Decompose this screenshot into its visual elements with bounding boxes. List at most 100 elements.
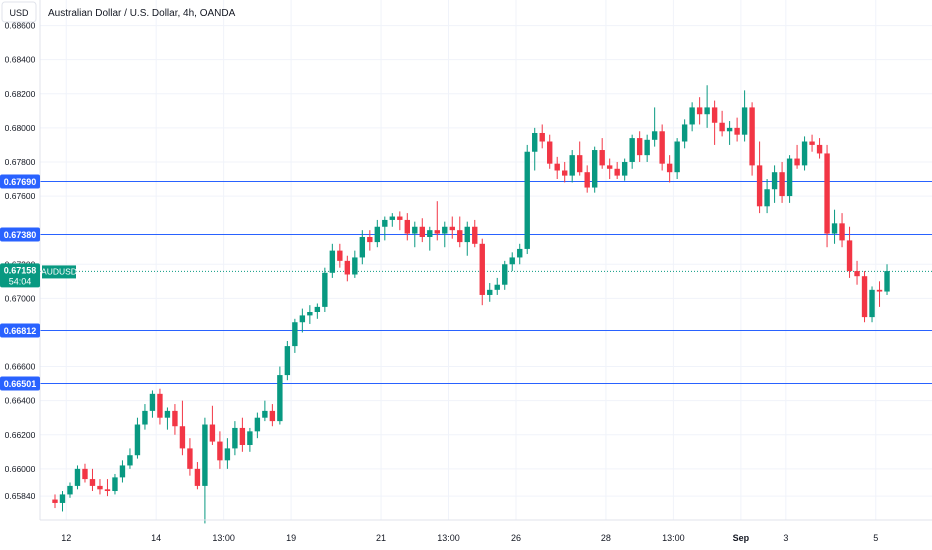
price-axis[interactable]: 0.68600 0.68400 0.68200 0.68000 0.67800 0.676… xyxy=(0,0,41,520)
candle[interactable] xyxy=(367,230,373,251)
candle[interactable] xyxy=(112,473,118,495)
candle[interactable] xyxy=(681,119,688,149)
candle[interactable] xyxy=(644,134,650,162)
candle[interactable] xyxy=(711,100,718,145)
candle[interactable] xyxy=(524,144,530,255)
candle[interactable] xyxy=(539,124,545,149)
candle[interactable] xyxy=(187,438,193,476)
candle[interactable] xyxy=(134,417,141,459)
candle[interactable] xyxy=(517,243,523,265)
candle[interactable] xyxy=(854,260,860,285)
time-axis[interactable]: 12 14 13:00 19 21 13:00 26 28 13:00 Sep 3 5 xyxy=(40,519,932,543)
candle[interactable] xyxy=(547,134,553,169)
candle[interactable] xyxy=(876,281,883,307)
candle[interactable] xyxy=(254,412,261,439)
candle[interactable] xyxy=(689,102,695,132)
candle[interactable] xyxy=(696,97,703,125)
candle[interactable] xyxy=(846,226,853,278)
candle[interactable] xyxy=(599,138,605,169)
candle[interactable] xyxy=(277,366,283,425)
candle[interactable] xyxy=(82,463,88,483)
candle[interactable] xyxy=(779,161,785,203)
candle[interactable] xyxy=(786,155,793,203)
candle[interactable] xyxy=(651,107,658,147)
candle[interactable] xyxy=(831,209,838,244)
currency-button-box[interactable] xyxy=(1,1,37,23)
candle[interactable] xyxy=(149,390,156,418)
candle[interactable] xyxy=(172,404,178,435)
candle[interactable] xyxy=(67,482,73,498)
candle[interactable] xyxy=(749,102,755,176)
candle[interactable] xyxy=(741,90,748,142)
currency-button[interactable]: USD xyxy=(1,1,37,23)
candle[interactable] xyxy=(509,252,515,272)
candle[interactable] xyxy=(179,400,186,456)
candle[interactable] xyxy=(419,218,425,243)
candle[interactable] xyxy=(464,221,470,256)
candle[interactable] xyxy=(614,161,620,180)
candle[interactable] xyxy=(487,283,493,302)
candle[interactable] xyxy=(801,136,808,171)
candle[interactable] xyxy=(292,318,298,353)
candle[interactable] xyxy=(756,141,763,214)
candle[interactable] xyxy=(591,146,598,193)
candle[interactable] xyxy=(59,491,66,512)
candle[interactable] xyxy=(794,144,800,169)
candle[interactable] xyxy=(719,110,725,137)
candle[interactable] xyxy=(164,407,171,430)
candle[interactable] xyxy=(824,144,830,248)
candle[interactable] xyxy=(127,448,133,469)
candle[interactable] xyxy=(374,219,381,248)
candle[interactable] xyxy=(404,213,410,241)
candle[interactable] xyxy=(562,161,568,183)
candle[interactable] xyxy=(861,271,868,323)
candle[interactable] xyxy=(329,243,336,278)
candle[interactable] xyxy=(52,494,58,509)
candle[interactable] xyxy=(734,117,740,142)
candle[interactable] xyxy=(502,260,508,290)
candle[interactable] xyxy=(352,250,358,278)
candle[interactable] xyxy=(479,238,485,306)
candle[interactable] xyxy=(389,213,396,227)
candle[interactable] xyxy=(472,219,478,248)
candle[interactable] xyxy=(239,417,246,452)
candle[interactable] xyxy=(412,221,418,248)
candle[interactable] xyxy=(142,404,148,430)
candle[interactable] xyxy=(576,141,583,176)
candle[interactable] xyxy=(449,216,455,239)
candle[interactable] xyxy=(659,124,665,171)
candle[interactable] xyxy=(457,216,463,248)
candle[interactable] xyxy=(284,340,291,381)
candle[interactable] xyxy=(494,277,500,295)
candle[interactable] xyxy=(194,462,201,490)
candle[interactable] xyxy=(704,85,710,128)
candle[interactable] xyxy=(816,138,823,159)
candle[interactable] xyxy=(97,479,103,495)
candle[interactable] xyxy=(322,267,328,312)
candle[interactable] xyxy=(209,405,216,445)
candle[interactable] xyxy=(532,127,538,171)
candle[interactable] xyxy=(442,221,448,248)
candle[interactable] xyxy=(359,230,366,265)
candle[interactable] xyxy=(397,211,403,231)
candle[interactable] xyxy=(666,155,673,183)
candle[interactable] xyxy=(629,134,635,169)
candle[interactable] xyxy=(344,255,351,282)
candle[interactable] xyxy=(427,226,433,251)
candle[interactable] xyxy=(621,158,628,181)
candle[interactable] xyxy=(434,201,440,241)
candle[interactable] xyxy=(299,308,306,333)
candle[interactable] xyxy=(839,213,845,248)
candle[interactable] xyxy=(247,427,253,452)
candle[interactable] xyxy=(262,400,268,422)
candle[interactable] xyxy=(314,303,321,319)
candle[interactable] xyxy=(337,243,343,268)
candle[interactable] xyxy=(217,431,223,469)
candle[interactable] xyxy=(307,305,313,324)
candle[interactable] xyxy=(554,156,560,180)
candle[interactable] xyxy=(771,165,778,203)
candle[interactable] xyxy=(809,134,815,152)
candle[interactable] xyxy=(636,131,643,162)
candle[interactable] xyxy=(869,286,875,323)
